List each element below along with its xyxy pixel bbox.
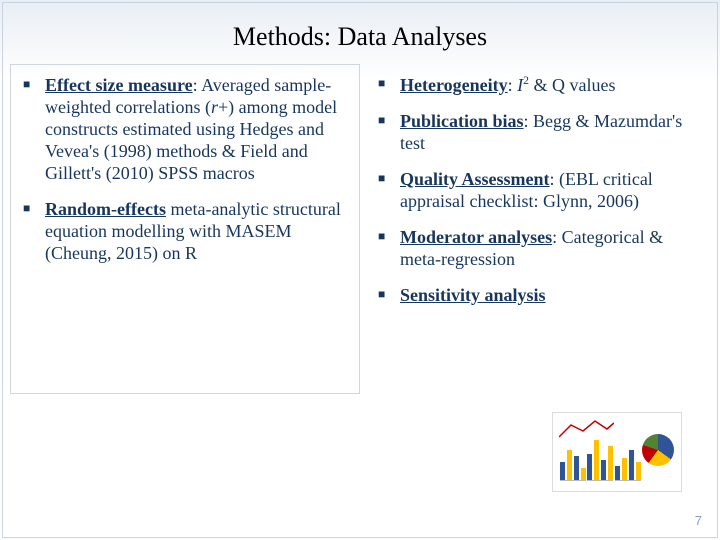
bullet-lead: Sensitivity analysis [400,285,546,305]
list-item: Publication bias: Begg & Mazumdar's test [378,111,704,155]
right-column: Heterogeneity: I2 & Q values Publication… [360,64,710,394]
bar [574,456,579,480]
bar [587,454,592,480]
pie-chart-icon [642,434,674,466]
slide: Methods: Data Analyses Effect size measu… [0,0,720,540]
bar [594,440,599,480]
list-item: Effect size measure: Averaged sample-wei… [23,75,349,185]
bar [615,466,620,480]
list-item: Quality Assessment: (EBL critical apprai… [378,169,704,213]
bullet-lead: Heterogeneity [400,75,508,95]
content-columns: Effect size measure: Averaged sample-wei… [0,64,720,394]
chart-thumbnail [552,412,682,492]
bullet-lead: Random-effects [45,199,166,219]
page-number: 7 [695,513,702,528]
bar [581,468,586,480]
bullet-italic: r [211,97,218,117]
bullet-lead: Moderator analyses [400,227,552,247]
bar-group [615,450,641,481]
list-item: Moderator analyses: Categorical & meta-r… [378,227,704,271]
bar [560,462,565,480]
slide-title: Methods: Data Analyses [0,0,720,64]
bar [622,458,627,480]
line-chart-icon [559,417,614,445]
bar [636,462,641,480]
list-item: Sensitivity analysis [378,285,704,307]
bar-group [587,440,613,481]
bullet-lead: Effect size measure [45,75,193,95]
bullet-text: & Q values [529,75,615,95]
list-item: Heterogeneity: I2 & Q values [378,74,704,97]
right-bullet-list: Heterogeneity: I2 & Q values Publication… [378,74,704,321]
bar [608,446,613,480]
left-column: Effect size measure: Averaged sample-wei… [10,64,360,394]
bullet-text: : [508,75,518,95]
left-bullet-list: Effect size measure: Averaged sample-wei… [23,75,349,279]
bullet-lead: Publication bias [400,111,524,131]
bullet-lead: Quality Assessment [400,169,550,189]
bar [601,460,606,480]
bar [567,450,572,480]
list-item: Random-effects meta-analytic structural … [23,199,349,265]
bar-group [560,450,586,481]
bar [629,450,634,480]
